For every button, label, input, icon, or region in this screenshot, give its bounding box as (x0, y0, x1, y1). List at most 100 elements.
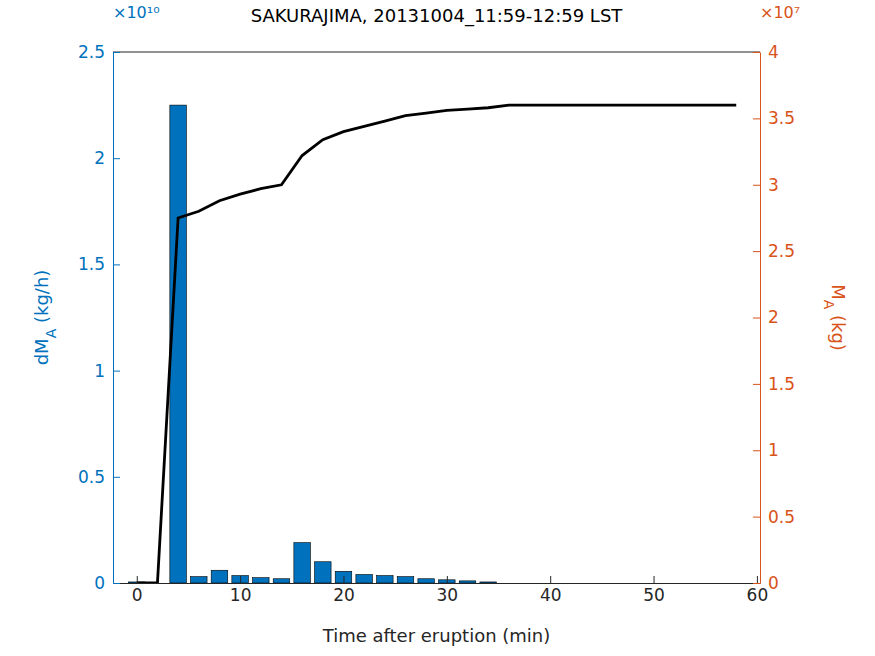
tick: 3 (753, 175, 779, 195)
tick-mark (343, 576, 344, 583)
tick: 1 (753, 440, 779, 460)
tick-label: 1.5 (78, 254, 105, 274)
tick-label: 60 (747, 585, 769, 605)
bar (253, 578, 270, 583)
tick-label: 2 (768, 307, 779, 327)
tick-mark (753, 52, 760, 53)
bars (129, 105, 497, 583)
tick-label: 0 (132, 585, 143, 605)
tick-mark (753, 384, 760, 385)
tick-label: 1 (768, 440, 779, 460)
tick: 40 (540, 576, 562, 605)
tick-mark (113, 264, 120, 265)
tick: 1.5 (78, 254, 120, 274)
tick-label: 3.5 (768, 108, 795, 128)
tick-mark (113, 158, 120, 159)
line (137, 105, 736, 583)
bar (315, 562, 332, 583)
tick-label: 0 (768, 573, 779, 593)
tick-mark (447, 576, 448, 583)
tick-mark (753, 450, 760, 451)
bar (397, 577, 414, 583)
tick: 2 (94, 148, 120, 168)
tick-label: 30 (437, 585, 459, 605)
tick-label: 0.5 (768, 507, 795, 527)
y-axis-title: dMA (kg/h) (31, 270, 59, 366)
y-multiplier: ×10¹⁰ (113, 3, 160, 22)
y-axis: 0 0.5 1 1.5 2 2.5 (78, 42, 120, 593)
bar (583, 583, 600, 584)
bar (377, 576, 394, 583)
tick: 0 (94, 573, 120, 593)
tick: 2.5 (753, 241, 795, 261)
tick: 1 (94, 361, 120, 381)
tick-mark (753, 185, 760, 186)
bar (480, 582, 497, 583)
frame-top (113, 52, 760, 53)
tick-mark (550, 576, 551, 583)
bar (501, 583, 518, 584)
bar (418, 579, 435, 583)
tick-label: 2 (94, 148, 105, 168)
x-axis-line (114, 583, 761, 584)
tick: 50 (643, 576, 665, 605)
tick: 10 (230, 576, 252, 605)
bar (521, 583, 538, 584)
y2-axis: 0 0.5 1 1.5 2 2.5 3 3.5 4 (753, 42, 795, 593)
tick: 30 (437, 576, 459, 605)
tick: 0 (753, 573, 779, 593)
tick: 0 (132, 576, 143, 605)
bar (459, 581, 476, 583)
tick-mark (753, 583, 760, 584)
tick-mark (113, 477, 120, 478)
bar (666, 583, 683, 584)
bar (335, 571, 352, 583)
tick-mark (753, 118, 760, 119)
tick-label: 20 (333, 585, 355, 605)
tick-label: 0 (94, 573, 105, 593)
tick-mark (240, 576, 241, 583)
tick: 3.5 (753, 108, 795, 128)
tick-mark (113, 371, 120, 372)
tick: 1.5 (753, 374, 795, 394)
bar (563, 583, 580, 584)
bar (211, 570, 228, 583)
tick-mark (113, 583, 120, 584)
tick-mark (113, 52, 120, 53)
tick: 0.5 (753, 507, 795, 527)
bar (356, 575, 373, 583)
tick-mark (757, 576, 758, 583)
tick-mark (753, 517, 760, 518)
tick: 60 (747, 576, 769, 605)
tick-mark (753, 318, 760, 319)
tick-label: 50 (643, 585, 665, 605)
plot-area (129, 105, 737, 583)
bar (273, 579, 290, 583)
tick-label: 4 (768, 42, 779, 62)
tick-label: 10 (230, 585, 252, 605)
tick-label: 1 (94, 361, 105, 381)
tick-mark (137, 576, 138, 583)
tick: 2 (753, 307, 779, 327)
tick: 0.5 (78, 467, 120, 487)
bar (191, 577, 208, 583)
title: SAKURAJIMA, 20131004_11:59-12:59 LST (251, 5, 624, 27)
bar (232, 576, 249, 583)
x-axis: 0 10 20 30 40 50 60 (114, 576, 769, 605)
bar (625, 583, 642, 584)
tick-label: 1.5 (768, 374, 795, 394)
chart: 010203040506000.511.522.500.511.522.533.… (0, 0, 875, 656)
tick-label: 2.5 (78, 42, 105, 62)
tick: 20 (333, 576, 355, 605)
tick-label: 3 (768, 175, 779, 195)
tick-label: 2.5 (768, 241, 795, 261)
bar (728, 583, 745, 584)
tick-label: 40 (540, 585, 562, 605)
bar (604, 583, 621, 584)
bar (294, 543, 311, 583)
tick: 4 (753, 42, 779, 62)
tick-mark (753, 251, 760, 252)
plot-root: 010203040506000.511.522.500.511.522.533.… (78, 42, 795, 605)
x-axis-title: Time after eruption (min) (322, 625, 551, 646)
tick: 2.5 (78, 42, 120, 62)
